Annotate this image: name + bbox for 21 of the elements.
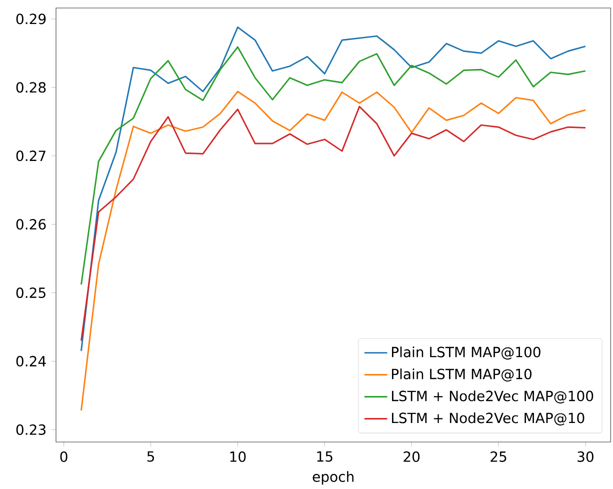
x-tick-label: 0 [60, 451, 68, 462]
y-tick-label: 0.26 [16, 218, 46, 230]
y-tick-label: 0.25 [16, 287, 46, 298]
y-tick-label: 0.27 [16, 150, 46, 162]
x-tick-label: 20 [404, 451, 420, 462]
x-tick-label: 5 [147, 451, 154, 462]
line-series [80, 106, 586, 342]
x-tick-label: 10 [230, 451, 246, 462]
x-tick-label: 15 [317, 451, 332, 462]
y-tick-label: 0.23 [16, 424, 46, 435]
line-series [80, 46, 586, 286]
legend-label: LSTM + Node2Vec MAP@100 [392, 390, 594, 404]
legend-label: Plain LSTM MAP@10 [392, 368, 532, 382]
x-tick-label: 25 [490, 451, 506, 462]
y-tick-label: 0.28 [16, 82, 46, 93]
y-tick-label: 0.29 [16, 14, 46, 24]
x-tick-label: 30 [578, 451, 594, 462]
x-axis-title: epoch [312, 471, 354, 485]
legend-label: Plain LSTM MAP@100 [392, 346, 540, 360]
y-tick-label: 0.24 [16, 356, 46, 366]
legend-label: LSTM + Node2Vec MAP@10 [392, 412, 584, 426]
